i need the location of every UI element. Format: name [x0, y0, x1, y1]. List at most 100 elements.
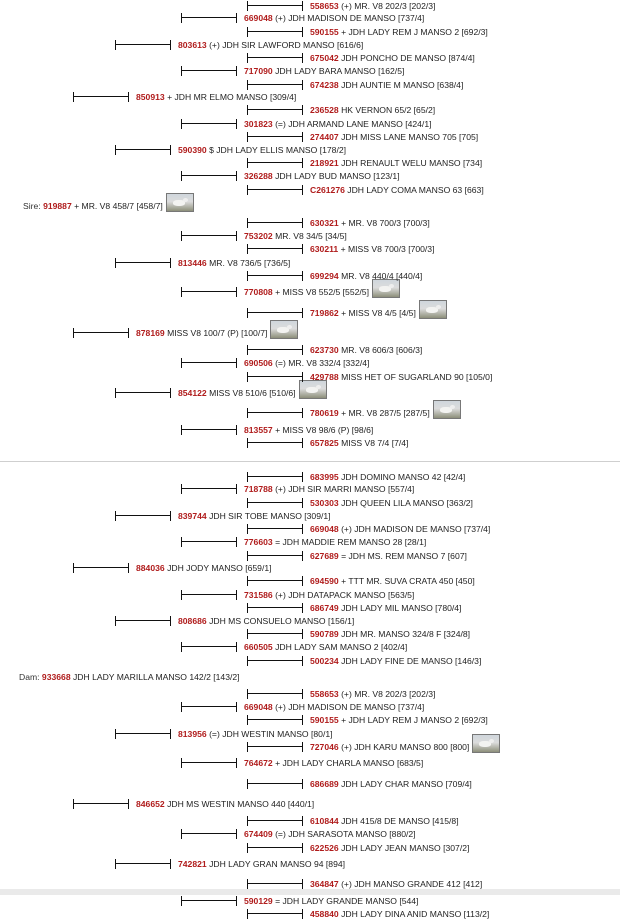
registration-link[interactable]: 301823 — [244, 119, 273, 129]
registration-link[interactable]: 675042 — [310, 53, 339, 63]
registration-link[interactable]: 627689 — [310, 551, 339, 561]
entry-text: 731586 (+) JDH DATAPACK MANSO [563/5] — [244, 589, 414, 601]
registration-link[interactable]: 364847 — [310, 879, 339, 889]
registration-link[interactable]: 813557 — [244, 425, 273, 435]
registration-link[interactable]: 780619 — [310, 408, 339, 418]
registration-link[interactable]: 753202 — [244, 231, 273, 241]
entry-text: 590129 = JDH LADY GRANDE MANSO [544] — [244, 895, 418, 907]
registration-link[interactable]: 590390 — [178, 145, 207, 155]
registration-link[interactable]: 623730 — [310, 345, 339, 355]
bracket-line — [247, 105, 303, 115]
registration-link[interactable]: 719862 — [310, 308, 339, 318]
entry-text: 610844 JDH 415/8 DE MANSO [415/8] — [310, 815, 459, 827]
registration-link[interactable]: 731586 — [244, 590, 273, 600]
registration-link[interactable]: 657825 — [310, 438, 339, 448]
bracket-line — [181, 642, 237, 652]
animal-photo-thumbnail[interactable] — [372, 279, 400, 298]
registration-link[interactable]: 878169 — [136, 328, 165, 338]
registration-link[interactable]: 530303 — [310, 498, 339, 508]
registration-link[interactable]: 630211 — [310, 244, 339, 254]
registration-link[interactable]: 694590 — [310, 576, 339, 586]
registration-link[interactable]: 590155 — [310, 715, 339, 725]
registration-link[interactable]: 458840 — [310, 909, 339, 919]
entry-text: 364847 (+) JDH MANSO GRANDE 412 [412] — [310, 878, 482, 890]
registration-link[interactable]: 558653 — [310, 1, 339, 11]
registration-link[interactable]: 500234 — [310, 656, 339, 666]
animal-name: JDH MR. MANSO 324/8 F — [338, 629, 444, 639]
registration-link[interactable]: 669048 — [244, 702, 273, 712]
entry-text: 690506 (=) MR. V8 332/4 [332/4] — [244, 357, 369, 369]
registration-link[interactable]: 803613 — [178, 40, 207, 50]
registration-link[interactable]: 630321 — [310, 218, 339, 228]
registration-link[interactable]: 610844 — [310, 816, 339, 826]
epd-value: [440/1] — [287, 799, 315, 809]
registration-link[interactable]: 590155 — [310, 27, 339, 37]
registration-link[interactable]: 590789 — [310, 629, 339, 639]
registration-link[interactable]: 669048 — [310, 524, 339, 534]
registration-link[interactable]: 674409 — [244, 829, 273, 839]
animal-name: + MISS V8 700/3 — [338, 244, 409, 254]
registration-link[interactable]: 764672 — [244, 758, 273, 768]
registration-link[interactable]: 669048 — [244, 13, 273, 23]
animal-photo-thumbnail[interactable] — [419, 300, 447, 319]
registration-link[interactable]: 813446 — [178, 258, 207, 268]
bracket-line — [181, 171, 237, 181]
registration-link[interactable]: 770808 — [244, 287, 273, 297]
registration-link[interactable]: 727046 — [310, 742, 339, 752]
entry-text: 622526 JDH LADY JEAN MANSO [307/2] — [310, 842, 469, 854]
epd-value: [324/8] — [443, 629, 471, 639]
registration-link[interactable]: 218921 — [310, 158, 339, 168]
registration-link[interactable]: 236528 — [310, 105, 339, 115]
registration-link[interactable]: 622526 — [310, 843, 339, 853]
registration-link[interactable]: 813956 — [178, 729, 207, 739]
registration-link[interactable]: 690506 — [244, 358, 273, 368]
registration-link[interactable]: 429788 — [310, 372, 339, 382]
animal-name: JDH LADY JEAN MANSO — [338, 843, 444, 853]
animal-photo-thumbnail[interactable] — [433, 400, 461, 419]
animal-name: MR. V8 440/4 — [338, 271, 397, 281]
registration-link[interactable]: 686689 — [310, 779, 339, 789]
registration-link[interactable]: 686749 — [310, 603, 339, 613]
bracket-line — [247, 218, 303, 228]
registration-link[interactable]: 919887 — [43, 201, 72, 211]
registration-link[interactable]: C261276 — [310, 185, 345, 195]
animal-name: JDH LADY MARILLA MANSO 142/2 — [70, 672, 214, 682]
animal-photo-thumbnail[interactable] — [472, 734, 500, 753]
registration-link[interactable]: 933668 — [41, 672, 71, 682]
entry-text: 699294 MR. V8 440/4 [440/4] — [310, 270, 422, 282]
registration-link[interactable]: 717090 — [244, 66, 273, 76]
registration-link[interactable]: 674238 — [310, 80, 339, 90]
registration-link[interactable]: 590129 — [244, 896, 273, 906]
bracket-line — [247, 158, 303, 168]
entry-text: 630211 + MISS V8 700/3 [700/3] — [310, 243, 434, 255]
animal-name: (+) MR. V8 202/3 — [338, 689, 410, 699]
registration-link[interactable]: 884036 — [136, 563, 165, 573]
registration-link[interactable]: 683995 — [310, 472, 339, 482]
entry-text: 776603 = JDH MADDIE REM MANSO 28 [28/1] — [244, 536, 426, 548]
epd-value: [415/8] — [432, 816, 459, 826]
epd-value: [874/4] — [448, 53, 475, 63]
registration-link[interactable]: 326288 — [244, 171, 273, 181]
animal-name: (+) JDH MANSO GRANDE 412 — [338, 879, 464, 889]
entry-text: 558653 (+) MR. V8 202/3 [202/3] — [310, 0, 435, 12]
registration-link[interactable]: 854122 — [178, 388, 207, 398]
bracket-line — [247, 80, 303, 90]
bracket-line — [247, 656, 303, 666]
registration-link[interactable]: 558653 — [310, 689, 339, 699]
registration-link[interactable]: 660505 — [244, 642, 273, 652]
animal-name: JDH RENAULT WELU MANSO — [338, 158, 463, 168]
registration-link[interactable]: 850913 — [136, 92, 165, 102]
registration-link[interactable]: 808686 — [178, 616, 207, 626]
registration-link[interactable]: 776603 — [244, 537, 273, 547]
registration-link[interactable]: 742821 — [178, 859, 207, 869]
registration-link[interactable]: 839744 — [178, 511, 207, 521]
epd-value: [734] — [463, 158, 483, 168]
registration-link[interactable]: 274407 — [310, 132, 339, 142]
registration-link[interactable]: 846652 — [136, 799, 165, 809]
animal-photo-thumbnail[interactable] — [270, 320, 298, 339]
registration-link[interactable]: 699294 — [310, 271, 339, 281]
animal-photo-thumbnail[interactable] — [299, 380, 327, 399]
registration-link[interactable]: 718788 — [244, 484, 273, 494]
animal-photo-thumbnail[interactable] — [166, 193, 194, 212]
epd-value: [683/5] — [396, 758, 424, 768]
